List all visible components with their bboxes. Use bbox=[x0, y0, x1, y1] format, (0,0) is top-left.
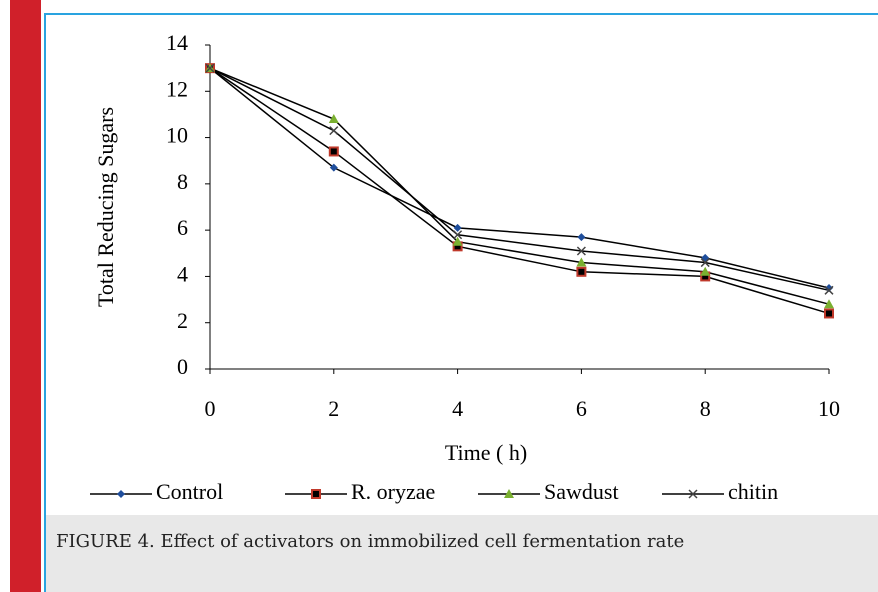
legend-label: chitin bbox=[728, 479, 778, 504]
marker bbox=[205, 63, 215, 73]
marker bbox=[328, 114, 339, 124]
x-tick-label: 8 bbox=[700, 396, 711, 421]
side-bar bbox=[10, 0, 41, 592]
y-axis-label: Total Reducing Sugars bbox=[93, 107, 118, 307]
series-line bbox=[209, 67, 830, 292]
caption: FIGURE 4. Effect of activators on immobi… bbox=[46, 515, 878, 592]
marker bbox=[504, 489, 514, 498]
marker bbox=[576, 257, 587, 267]
legend-label: Sawdust bbox=[544, 479, 619, 504]
border bbox=[44, 14, 46, 592]
y-tick-label: 12 bbox=[166, 76, 188, 101]
x-axis-label: Time ( h) bbox=[445, 440, 527, 465]
x-tick-label: 4 bbox=[452, 396, 463, 421]
x-tick-label: 0 bbox=[205, 396, 216, 421]
marker bbox=[824, 285, 834, 295]
marker bbox=[453, 223, 462, 232]
marker bbox=[117, 490, 125, 498]
legend-label: R. oryzae bbox=[351, 479, 435, 504]
marker bbox=[824, 308, 834, 319]
y-tick-label: 8 bbox=[177, 169, 188, 194]
y-tick-label: 0 bbox=[177, 354, 188, 379]
marker bbox=[700, 258, 710, 268]
marker bbox=[311, 489, 321, 499]
x-tick-label: 6 bbox=[576, 396, 587, 421]
y-tick-label: 2 bbox=[177, 308, 188, 333]
series-line bbox=[209, 67, 830, 315]
legend-label: Control bbox=[156, 479, 223, 504]
y-tick-label: 6 bbox=[177, 215, 188, 240]
series-line bbox=[209, 67, 830, 289]
marker bbox=[825, 284, 833, 292]
marker bbox=[824, 299, 834, 309]
x-tick-label: 2 bbox=[328, 396, 339, 421]
marker bbox=[688, 489, 698, 499]
marker bbox=[328, 146, 339, 157]
chart: Time ( h) Total Reducing Sugars 0 2 4 6 8 10 1… bbox=[90, 30, 840, 504]
marker bbox=[576, 266, 587, 277]
y-tick-label: 10 bbox=[166, 123, 188, 148]
marker bbox=[329, 163, 338, 172]
y-tick-label: 14 bbox=[166, 30, 188, 55]
series-line bbox=[209, 67, 830, 305]
marker bbox=[577, 233, 586, 242]
marker bbox=[329, 126, 339, 136]
marker bbox=[453, 230, 463, 240]
y-tick-label: 4 bbox=[177, 261, 188, 286]
x-tick-label: 10 bbox=[818, 396, 840, 421]
border bbox=[44, 13, 878, 15]
marker bbox=[700, 266, 711, 276]
marker bbox=[452, 236, 463, 246]
marker bbox=[701, 253, 710, 262]
marker bbox=[576, 246, 586, 256]
